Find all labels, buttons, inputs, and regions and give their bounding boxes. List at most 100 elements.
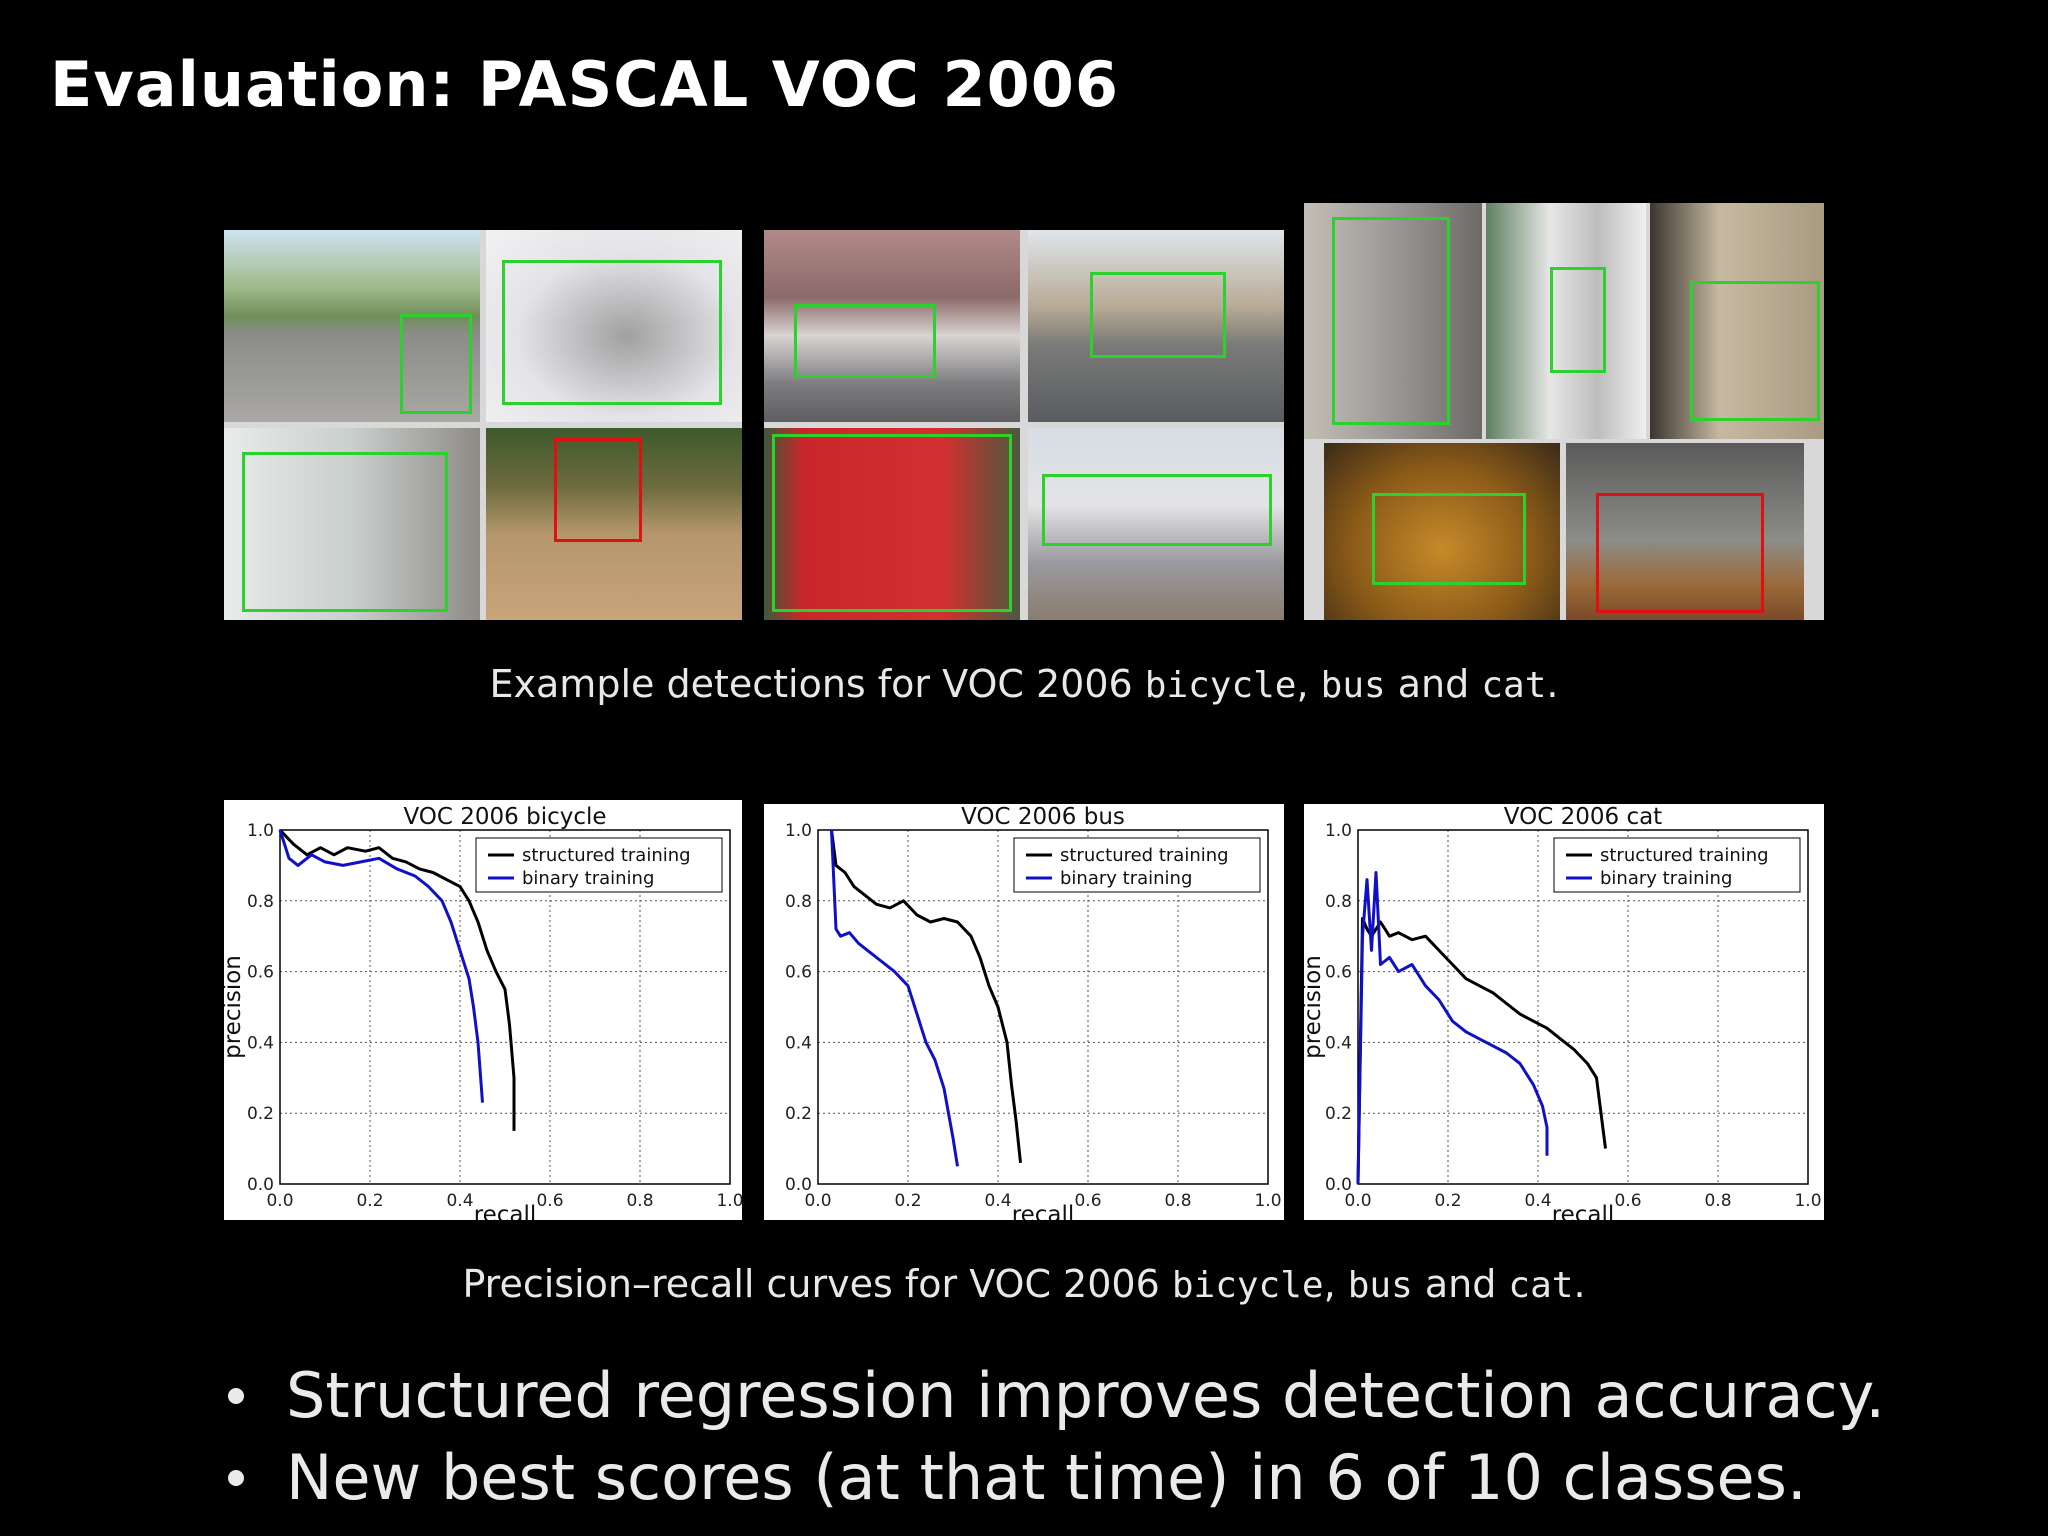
x-tick-label: 0.2 [1434,1191,1461,1211]
legend-label: structured training [1600,845,1769,866]
series-line [1356,917,1607,1185]
y-tick-label: 0.4 [785,1033,812,1053]
pr-chart-cat: 0.0 0.2 0.4 0.6 0.8 1.0 0.0 0.2 0.4 0.6 0.8 1.0 VOC … [1300,804,1822,1228]
y-axis-label: precision [1304,955,1326,1059]
y-tick-label: 1.0 [785,821,812,841]
detection-box-correct [1042,474,1272,546]
legend-label: binary training [1060,868,1192,889]
x-tick-label: 1.0 [1794,1191,1821,1211]
photo-pink-bike [224,428,480,620]
detection-box-correct [794,304,936,378]
y-tick-label: 0.2 [247,1104,274,1124]
bus-detections [764,230,1284,620]
detection-box-wrong [554,438,642,542]
photo-grey-cat [1304,203,1482,439]
x-tick-label: 0.8 [626,1191,653,1211]
chart-title: VOC 2006 cat [1504,804,1662,830]
x-tick-label: 0.6 [536,1191,563,1211]
photo-cat-on-chair [1324,443,1560,620]
bullet-text: Structured regression improves detection… [286,1359,1886,1432]
photo-city-bus [764,230,1020,422]
bullet-dot [228,1470,244,1486]
y-tick-label: 0.2 [1325,1104,1352,1124]
chart-panel-bicycle: 0.0 0.2 0.4 0.6 0.8 1.0 0.0 0.2 0.4 0.6 0.8 1.0 VOC … [220,800,744,1228]
photo-red-bus [764,428,1020,620]
photo-double-decker-street [1028,230,1284,422]
y-axis-label: precision [224,955,246,1059]
legend-label: binary training [1600,868,1732,889]
x-tick-label: 0.6 [1614,1191,1641,1211]
x-tick-label: 0.0 [266,1191,293,1211]
x-tick-label: 0.0 [1344,1191,1371,1211]
bicycle-detections [224,230,742,620]
y-tick-label: 1.0 [1325,821,1352,841]
legend-label: structured training [522,845,691,866]
x-tick-label: 0.8 [1164,1191,1191,1211]
plot-frame [1357,829,1809,1185]
x-tick-label: 0.2 [356,1191,383,1211]
x-tick-label: 0.8 [1704,1191,1731,1211]
y-tick-label: 0.2 [785,1104,812,1124]
plot-frame [279,829,731,1185]
legend-box [475,837,723,893]
bullet-dot [228,1388,244,1404]
detection-box-wrong [1596,493,1764,613]
y-tick-label: 0.8 [247,892,274,912]
pr-chart-bus: 0.0 0.2 0.4 0.6 0.8 1.0 0.0 0.2 0.4 0.6 0.8 1.0 VOC … [785,804,1282,1228]
legend-label: structured training [1060,845,1229,866]
chart-title: VOC 2006 bicycle [403,804,606,830]
photo-tabby-cat [1650,203,1824,439]
photo-bike-on-snow [486,230,742,422]
y-tick-label: 0.4 [247,1033,274,1053]
pr-chart-bicycle: 0.0 0.2 0.4 0.6 0.8 1.0 0.0 0.2 0.4 0.6 0.8 1.0 VOC … [220,804,744,1228]
slide-title: Evaluation: PASCAL VOC 2006 [50,48,1120,121]
curves-caption: Precision–recall curves for VOC 2006 bic… [462,1262,1586,1306]
x-tick-label: 1.0 [716,1191,742,1211]
photo-dirt-cyclists [486,428,742,620]
y-tick-label: 0.0 [785,1175,812,1195]
detection-box-correct [1090,272,1226,358]
y-tick-label: 0.4 [1325,1033,1352,1053]
photo-cat-behind-door [1486,203,1646,439]
chart-panel-bus: 0.0 0.2 0.4 0.6 0.8 1.0 0.0 0.2 0.4 0.6 0.8 1.0 VOC … [764,804,1284,1228]
x-axis-label: recall [1012,1202,1075,1220]
x-axis-label: recall [474,1202,537,1220]
y-tick-label: 0.0 [1325,1175,1352,1195]
detections-caption: Example detections for VOC 2006 bicycle,… [489,662,1559,706]
x-tick-label: 0.0 [804,1191,831,1211]
chart-title: VOC 2006 bus [961,804,1125,830]
detection-box-correct [772,434,1012,612]
bullet-list: Structured regression improves detection… [220,1355,1885,1519]
legend-label: binary training [522,868,654,889]
series-line [1356,871,1549,1185]
series-line [278,829,484,1103]
photo-four-kittens [1566,443,1804,620]
bullet-item: Structured regression improves detection… [220,1355,1885,1437]
detection-box-correct [1372,493,1526,585]
detection-box-correct [242,452,448,612]
series-line [830,829,959,1167]
y-tick-label: 1.0 [247,821,274,841]
x-tick-label: 0.4 [1524,1191,1551,1211]
photo-road-cyclist [224,230,480,422]
x-tick-label: 0.4 [446,1191,473,1211]
y-tick-label: 0.8 [1325,892,1352,912]
plot-frame [817,829,1269,1185]
y-tick-label: 0.6 [785,963,812,983]
y-tick-label: 0.8 [785,892,812,912]
x-tick-label: 1.0 [1254,1191,1281,1211]
series-line [830,829,1022,1163]
x-axis-label: recall [1552,1202,1615,1220]
detection-box-correct [1332,217,1450,425]
detection-box-correct [400,314,472,414]
legend-box [1013,837,1261,893]
photo-crashed-bus [1028,428,1284,620]
y-tick-label: 0.6 [1325,963,1352,983]
bullet-item: New best scores (at that time) in 6 of 1… [220,1437,1885,1519]
chart-panel-cat: 0.0 0.2 0.4 0.6 0.8 1.0 0.0 0.2 0.4 0.6 0.8 1.0 VOC … [1300,804,1824,1228]
x-tick-label: 0.4 [984,1191,1011,1211]
cat-detections [1304,203,1824,620]
detection-box-correct [1690,281,1820,421]
detection-box-correct [502,260,722,405]
y-tick-label: 0.0 [247,1175,274,1195]
